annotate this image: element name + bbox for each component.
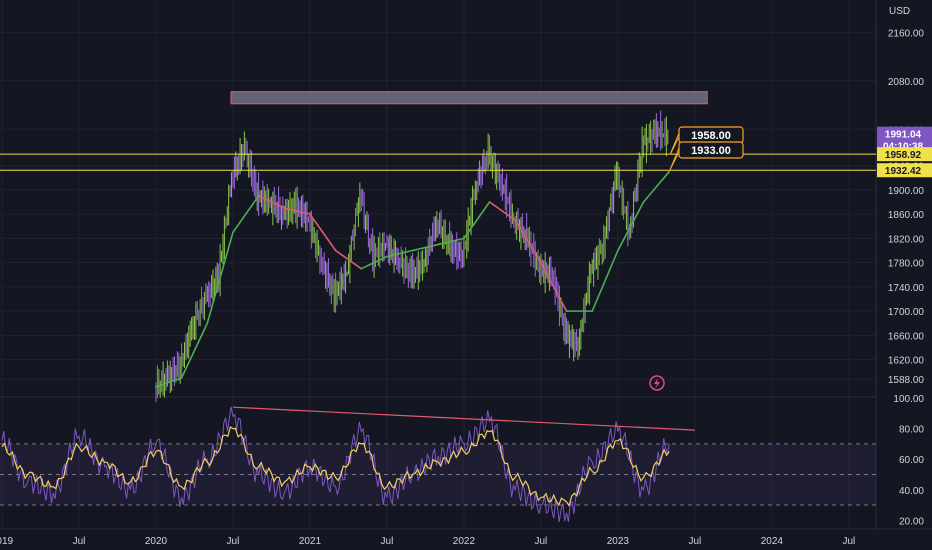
level-price-tag (877, 147, 932, 162)
time-tick-label: Jul (688, 536, 701, 547)
resistance-zone (230, 91, 708, 105)
annotation-label: 1958.00 (691, 130, 731, 142)
annotation-pointer (669, 147, 680, 171)
grid (0, 0, 877, 550)
price-annotations[interactable]: 1958.00 1933.00 (669, 126, 744, 171)
ma-segment (411, 243, 440, 252)
annotation-box[interactable] (678, 141, 744, 159)
level-price-label: 1932.42 (885, 166, 922, 177)
rsi-tick-label: 80.00 (899, 425, 924, 436)
ma-segment (180, 322, 209, 379)
annotation-pointer (669, 132, 680, 155)
time-tick-label: 2021 (299, 536, 322, 547)
ma-segment (232, 195, 260, 234)
price-tick-label: 1740.00 (888, 283, 925, 294)
price-tick-label: 1660.00 (888, 331, 925, 342)
ma-segment (257, 195, 286, 209)
price-tick-label: 1780.00 (888, 259, 925, 270)
rsi-line (1, 406, 670, 523)
ma-segment (309, 213, 337, 252)
ma-segment (642, 170, 671, 203)
level-price-tag (877, 163, 932, 178)
ma-segment (514, 219, 542, 264)
ma-segment (206, 231, 234, 325)
ma-segment (360, 255, 388, 270)
time-tick-label: 2024 (761, 536, 784, 547)
rsi-pane (0, 406, 876, 523)
resistance-zone-box (230, 91, 708, 105)
ma-segment (334, 249, 363, 270)
currency-label: USD (889, 6, 910, 17)
divergence-trendline (232, 406, 695, 431)
ma-segment (540, 261, 568, 312)
time-axis-background (0, 529, 932, 550)
last-price-label: 1991.04 (885, 130, 922, 141)
candles (155, 110, 669, 403)
time-tick-label: 2022 (453, 536, 476, 547)
alert-icon[interactable] (649, 375, 665, 391)
ma-segment (617, 201, 645, 252)
time-tick-label: Jul (73, 536, 86, 547)
moving-average (155, 170, 671, 388)
time-tick-label: Jul (535, 536, 548, 547)
rsi-tick-label: 20.00 (899, 516, 924, 527)
lightning-icon-ring[interactable] (649, 375, 665, 391)
time-axis[interactable]: 2019 Jul 2020 Jul 2021 Jul 2022 Jul 2023 Jul 2024 J… (0, 528, 932, 550)
price-tick-label: 2080.00 (888, 77, 925, 88)
lightning-icon[interactable] (654, 378, 660, 389)
time-tick-label: Jul (381, 536, 394, 547)
price-tick-label: 1860.00 (888, 210, 925, 221)
rsi-tick-label: 100.00 (893, 394, 924, 405)
annotation-label: 1933.00 (691, 145, 731, 157)
time-tick-label: 2020 (145, 536, 168, 547)
price-tick-label: 1900.00 (888, 186, 925, 197)
level-price-label: 1958.92 (885, 150, 922, 161)
ma-segment (591, 249, 619, 312)
ma-segment (437, 237, 465, 246)
time-tick-label: 2023 (607, 536, 630, 547)
time-tick-label: Jul (842, 536, 855, 547)
price-tick-label: 1588.00 (888, 375, 925, 386)
price-tick-label: 2160.00 (888, 28, 925, 39)
ma-segment (283, 207, 311, 215)
rsi-tick-label: 60.00 (899, 455, 924, 466)
ma-segment (488, 201, 517, 221)
rsi-tick-label: 40.00 (899, 486, 924, 497)
time-tick-label: Jul (227, 536, 240, 547)
ma-segment (386, 249, 414, 258)
ma-segment (155, 377, 183, 388)
price-tick-label: 1620.00 (888, 356, 925, 367)
ma-segment (463, 201, 491, 240)
rsi-signal-line (1, 426, 670, 507)
price-tick-label: 1820.00 (888, 234, 925, 245)
price-tick-label: 1700.00 (888, 307, 925, 318)
time-tick-label: 2019 (0, 536, 14, 547)
